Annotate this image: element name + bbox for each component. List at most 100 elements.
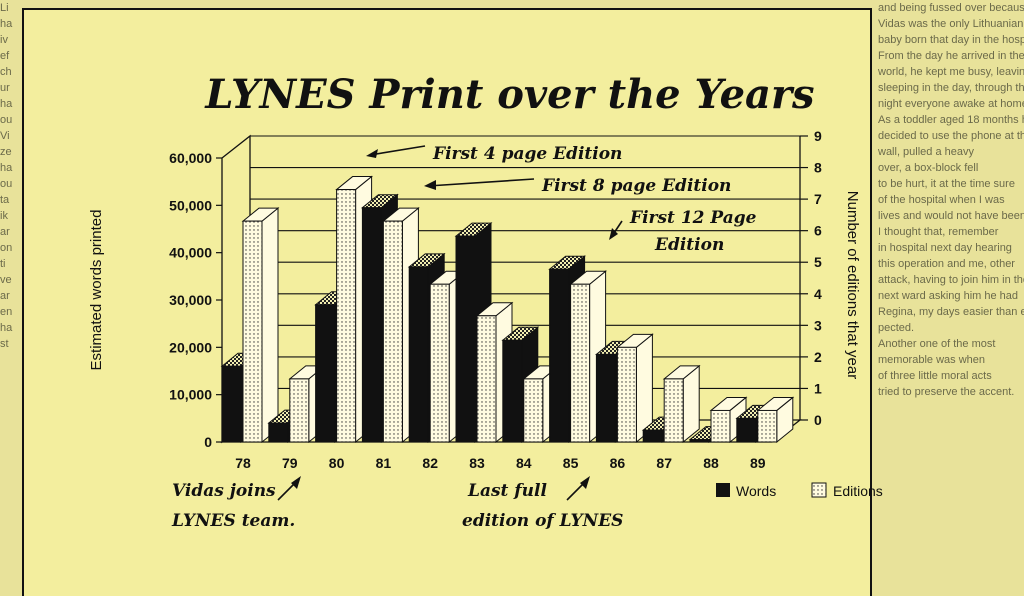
y-tick-label: 60,000 (169, 150, 212, 166)
arrowhead-icon (609, 228, 618, 240)
bar-editions (662, 364, 701, 444)
arrowhead-icon (291, 476, 301, 489)
bar-front (289, 378, 310, 443)
x-tick-label: 84 (516, 455, 532, 471)
bar-front (242, 220, 263, 443)
newsprint-line: ha (0, 162, 13, 174)
newsprint-line: baby born that day in the hospital. (878, 34, 1024, 46)
newsprint-line: to be hurt, it at the time sure (878, 178, 1015, 190)
bar-front (736, 417, 757, 443)
newsprint-line: of the hospital when I was (878, 194, 1005, 206)
newsprint-line: ar (0, 226, 10, 238)
x-tick-label: 82 (422, 455, 438, 471)
x-tick-label: 88 (703, 455, 719, 471)
newsprint-line: wall, pulled a heavy (878, 146, 975, 158)
annotation-vidas-joins: Vidas joins LYNES team. (171, 476, 301, 531)
newsprint-line: attack, having to join him in the (878, 274, 1024, 286)
newsprint-line: ik (0, 210, 8, 222)
newsprint-line: next ward asking him he had (878, 290, 1019, 302)
newsprint-line: en (0, 306, 13, 318)
bar-front (382, 220, 403, 443)
bar-front (502, 339, 523, 443)
y-tick-label: 20,000 (169, 339, 212, 355)
newsprint-line: ta (0, 194, 10, 206)
annotation-text: LYNES team. (171, 511, 295, 531)
bar-editions (615, 333, 654, 444)
newsprint-line: memorable was when (878, 354, 985, 366)
x-tick-label: 86 (610, 455, 626, 471)
newsprint-line: ch (0, 66, 12, 78)
annotation-last-full-edition: Last full edition of LYNES (462, 476, 623, 531)
newsprint-line: Li (0, 2, 9, 14)
legend-swatch-editions (811, 482, 827, 498)
newsprint-line: From the day he arrived in the (878, 50, 1024, 62)
newsprint-line: lives and would not have been (878, 210, 1024, 222)
bar-front (455, 235, 476, 443)
bar-front (710, 409, 731, 443)
chart-title: LYNES Print over the Years (204, 71, 814, 118)
annotation-first-12-page: First 12 Page Edition (609, 208, 757, 255)
bar-front (336, 189, 357, 443)
bar-front (663, 378, 684, 443)
newsprint-line: of three little moral acts (878, 370, 992, 382)
newsprint-line: pected. (878, 322, 915, 334)
newsprint-line: tried to preserve the accent. (878, 386, 1015, 398)
x-tick-label: 87 (656, 455, 672, 471)
annotation-text: edition of LYNES (462, 511, 623, 531)
newsprint-line: night everyone awake at home. (878, 98, 1024, 110)
y2-tick-label: 1 (814, 380, 822, 396)
newsprint-line: ef (0, 50, 10, 62)
y-tick-label: 10,000 (169, 387, 212, 403)
y2-axis-label: Number of editions that year (844, 191, 861, 379)
annotation-text: Vidas joins (172, 481, 276, 501)
bar-front (476, 315, 497, 443)
annotation-text: First 4 page Edition (432, 144, 622, 164)
newsprint-line: and being fussed over because (878, 2, 1024, 14)
legend-label-editions: Editions (833, 483, 883, 499)
bar-front (361, 207, 382, 443)
y2-tick-label: 5 (814, 254, 822, 270)
bar-front (616, 346, 637, 443)
annotation-first-8-page: First 8 page Edition (424, 176, 731, 196)
y-tick-label: 0 (204, 434, 212, 450)
y2-tick-label: 2 (814, 349, 822, 365)
bar-front (408, 266, 429, 443)
bar-front (315, 304, 336, 443)
newsprint-line: world, he kept me busy, leaving (878, 66, 1024, 78)
newsprint-line: Vi (0, 130, 10, 142)
bar-front (689, 439, 710, 443)
bar-front (757, 409, 778, 443)
y2-tick-label: 4 (814, 286, 822, 302)
newsprint-line: ha (0, 322, 13, 334)
annotation-arrow (369, 145, 426, 156)
newsprint-line: sleeping in the day, through the (878, 82, 1024, 94)
newsprint-line: ou (0, 114, 13, 126)
bar-editions (241, 207, 280, 444)
x-tick-label: 79 (282, 455, 298, 471)
y-tick-label: 50,000 (169, 197, 212, 213)
y-tick-label: 30,000 (169, 292, 212, 308)
annotation-text: Edition (654, 235, 724, 255)
y2-tick-label: 8 (814, 160, 822, 176)
legend-swatch-words (716, 483, 730, 497)
y2-axis-ticks: 0 1 2 3 4 5 6 7 8 9 (800, 128, 822, 428)
legend-label-words: Words (736, 483, 776, 499)
x-tick-label: 85 (563, 455, 579, 471)
y-axis-label: Estimated words printed (88, 210, 105, 371)
bar-front (523, 378, 544, 443)
bar-front (549, 268, 570, 443)
x-tick-label: 83 (469, 455, 485, 471)
newsprint-line: ar (0, 290, 10, 302)
newsprint-line: As a toddler aged 18 months he (878, 114, 1024, 126)
annotation-text: Last full (467, 481, 547, 501)
newsprint-line: ha (0, 98, 13, 110)
newsprint-line: in hospital next day hearing (878, 242, 1012, 254)
arrowhead-icon (424, 180, 436, 190)
chart-legend: Words Editions (716, 482, 883, 499)
bar-editions (756, 396, 795, 444)
newsprint-line: ze (0, 146, 12, 158)
y2-tick-label: 3 (814, 317, 822, 333)
newsprint-right-column: and being fussed over because Vidas was t… (872, 0, 1024, 596)
y2-tick-label: 6 (814, 223, 822, 239)
